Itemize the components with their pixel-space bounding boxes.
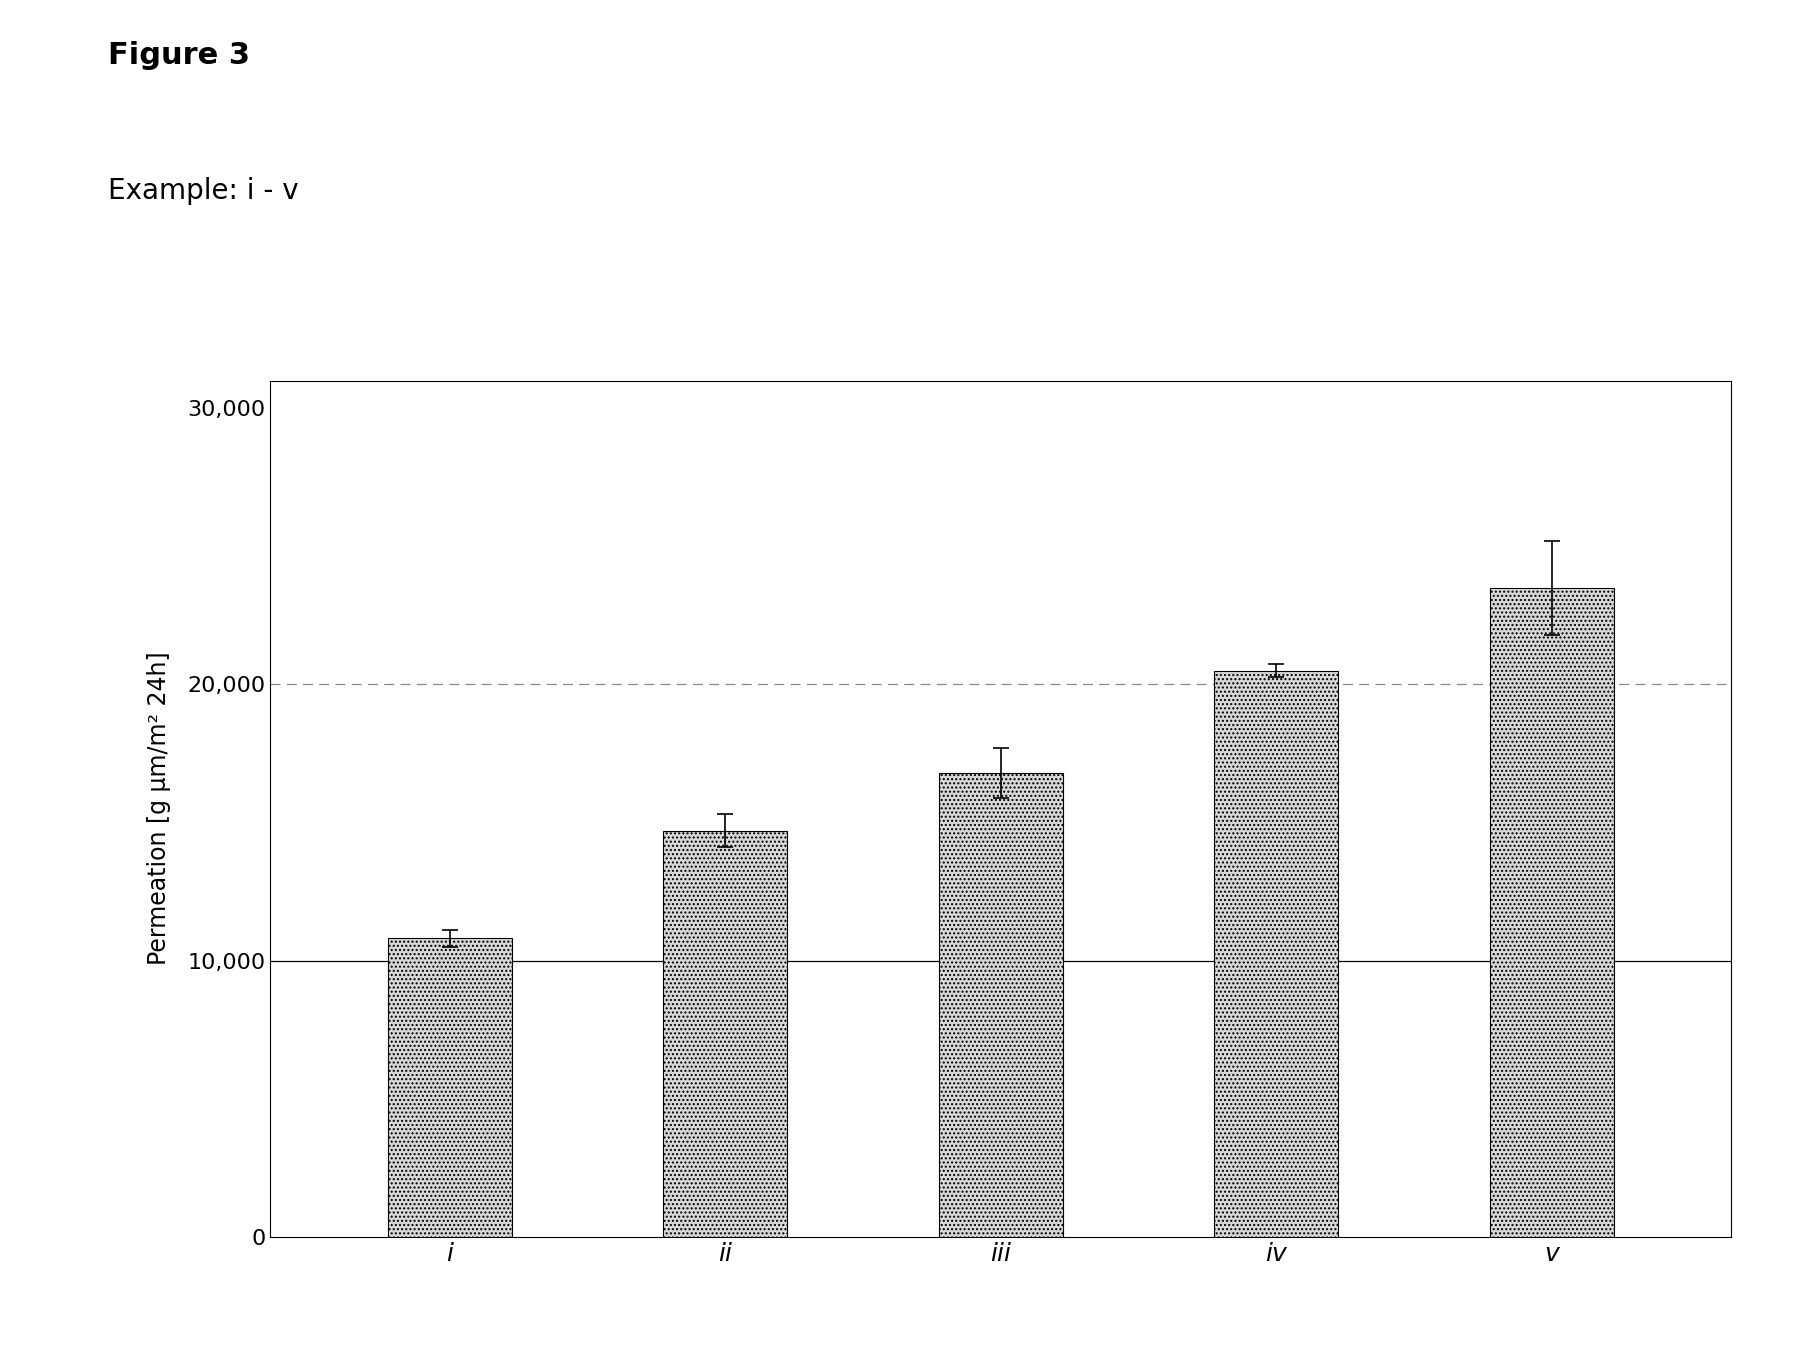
Bar — [1489, 587, 1614, 1237]
Bar — [664, 830, 788, 1237]
Bar — [388, 939, 512, 1237]
Y-axis label: Permeation [g μm/m² 24h]: Permeation [g μm/m² 24h] — [146, 652, 171, 965]
Bar — [939, 773, 1062, 1237]
Bar — [1213, 670, 1338, 1237]
Text: Figure 3: Figure 3 — [108, 41, 251, 69]
Text: Example: i - v: Example: i - v — [108, 177, 299, 205]
